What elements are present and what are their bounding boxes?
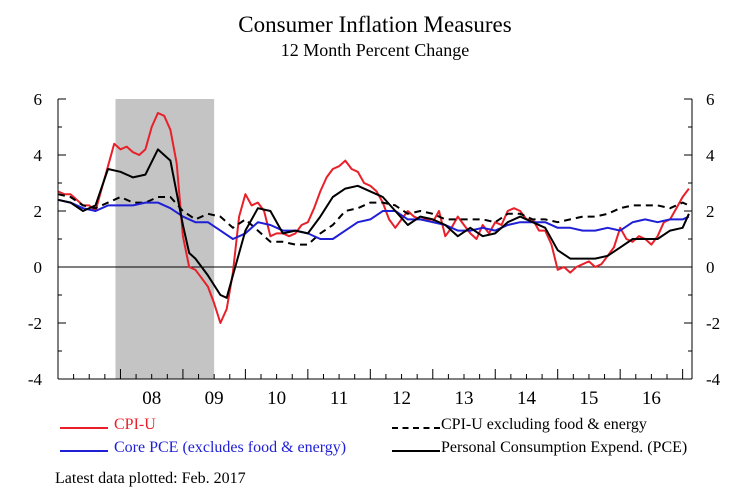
legend-swatch-pce xyxy=(392,450,440,452)
y-tick-label-right: -2 xyxy=(706,314,720,333)
series-line-2 xyxy=(57,198,690,240)
legend-swatch-cpi-u xyxy=(60,427,108,429)
series-line-3 xyxy=(57,148,690,299)
x-tick-label: 09 xyxy=(205,388,224,409)
y-tick-label-right: 4 xyxy=(706,146,715,165)
y-tick-label-left: 4 xyxy=(34,146,43,165)
footnote: Latest data plotted: Feb. 2017 xyxy=(55,470,246,487)
legend-label-core-pce: Core PCE (excludes food & energy) xyxy=(114,439,347,456)
y-tick-label-left: -4 xyxy=(28,370,43,389)
y-tick-label-right: 2 xyxy=(706,202,715,221)
legend-label-core-cpi: CPI-U excluding food & energy xyxy=(441,416,647,433)
legend-label-pce: Personal Consumption Expend. (PCE) xyxy=(441,439,688,456)
y-tick-label-right: -4 xyxy=(706,370,721,389)
y-tick-label-right: 6 xyxy=(706,90,715,109)
recession-shading xyxy=(115,99,215,379)
chart-title: Consumer Inflation Measures xyxy=(238,12,512,37)
x-tick-label: 15 xyxy=(579,388,598,409)
legend-label-cpi-u: CPI-U xyxy=(114,416,156,433)
x-tick-label: 12 xyxy=(392,388,411,409)
x-tick-label: 13 xyxy=(455,388,474,409)
legend-swatch-core-pce xyxy=(60,450,108,452)
x-tick-label: 10 xyxy=(267,388,286,409)
legend-swatch-core-cpi xyxy=(392,427,440,429)
y-tick-label-left: 6 xyxy=(34,90,43,109)
x-tick-label: 11 xyxy=(330,388,348,409)
y-tick-label-left: 0 xyxy=(34,258,43,277)
y-tick-label-right: 0 xyxy=(706,258,715,277)
chart-subtitle: 12 Month Percent Change xyxy=(280,40,470,60)
y-tick-label-left: 2 xyxy=(34,202,43,221)
series-line-0 xyxy=(57,112,690,324)
x-tick-label: 08 xyxy=(142,388,161,409)
series-line-1 xyxy=(57,193,690,246)
y-tick-label-left: -2 xyxy=(28,314,42,333)
x-tick-label: 16 xyxy=(642,388,661,409)
x-tick-label: 14 xyxy=(517,388,537,409)
